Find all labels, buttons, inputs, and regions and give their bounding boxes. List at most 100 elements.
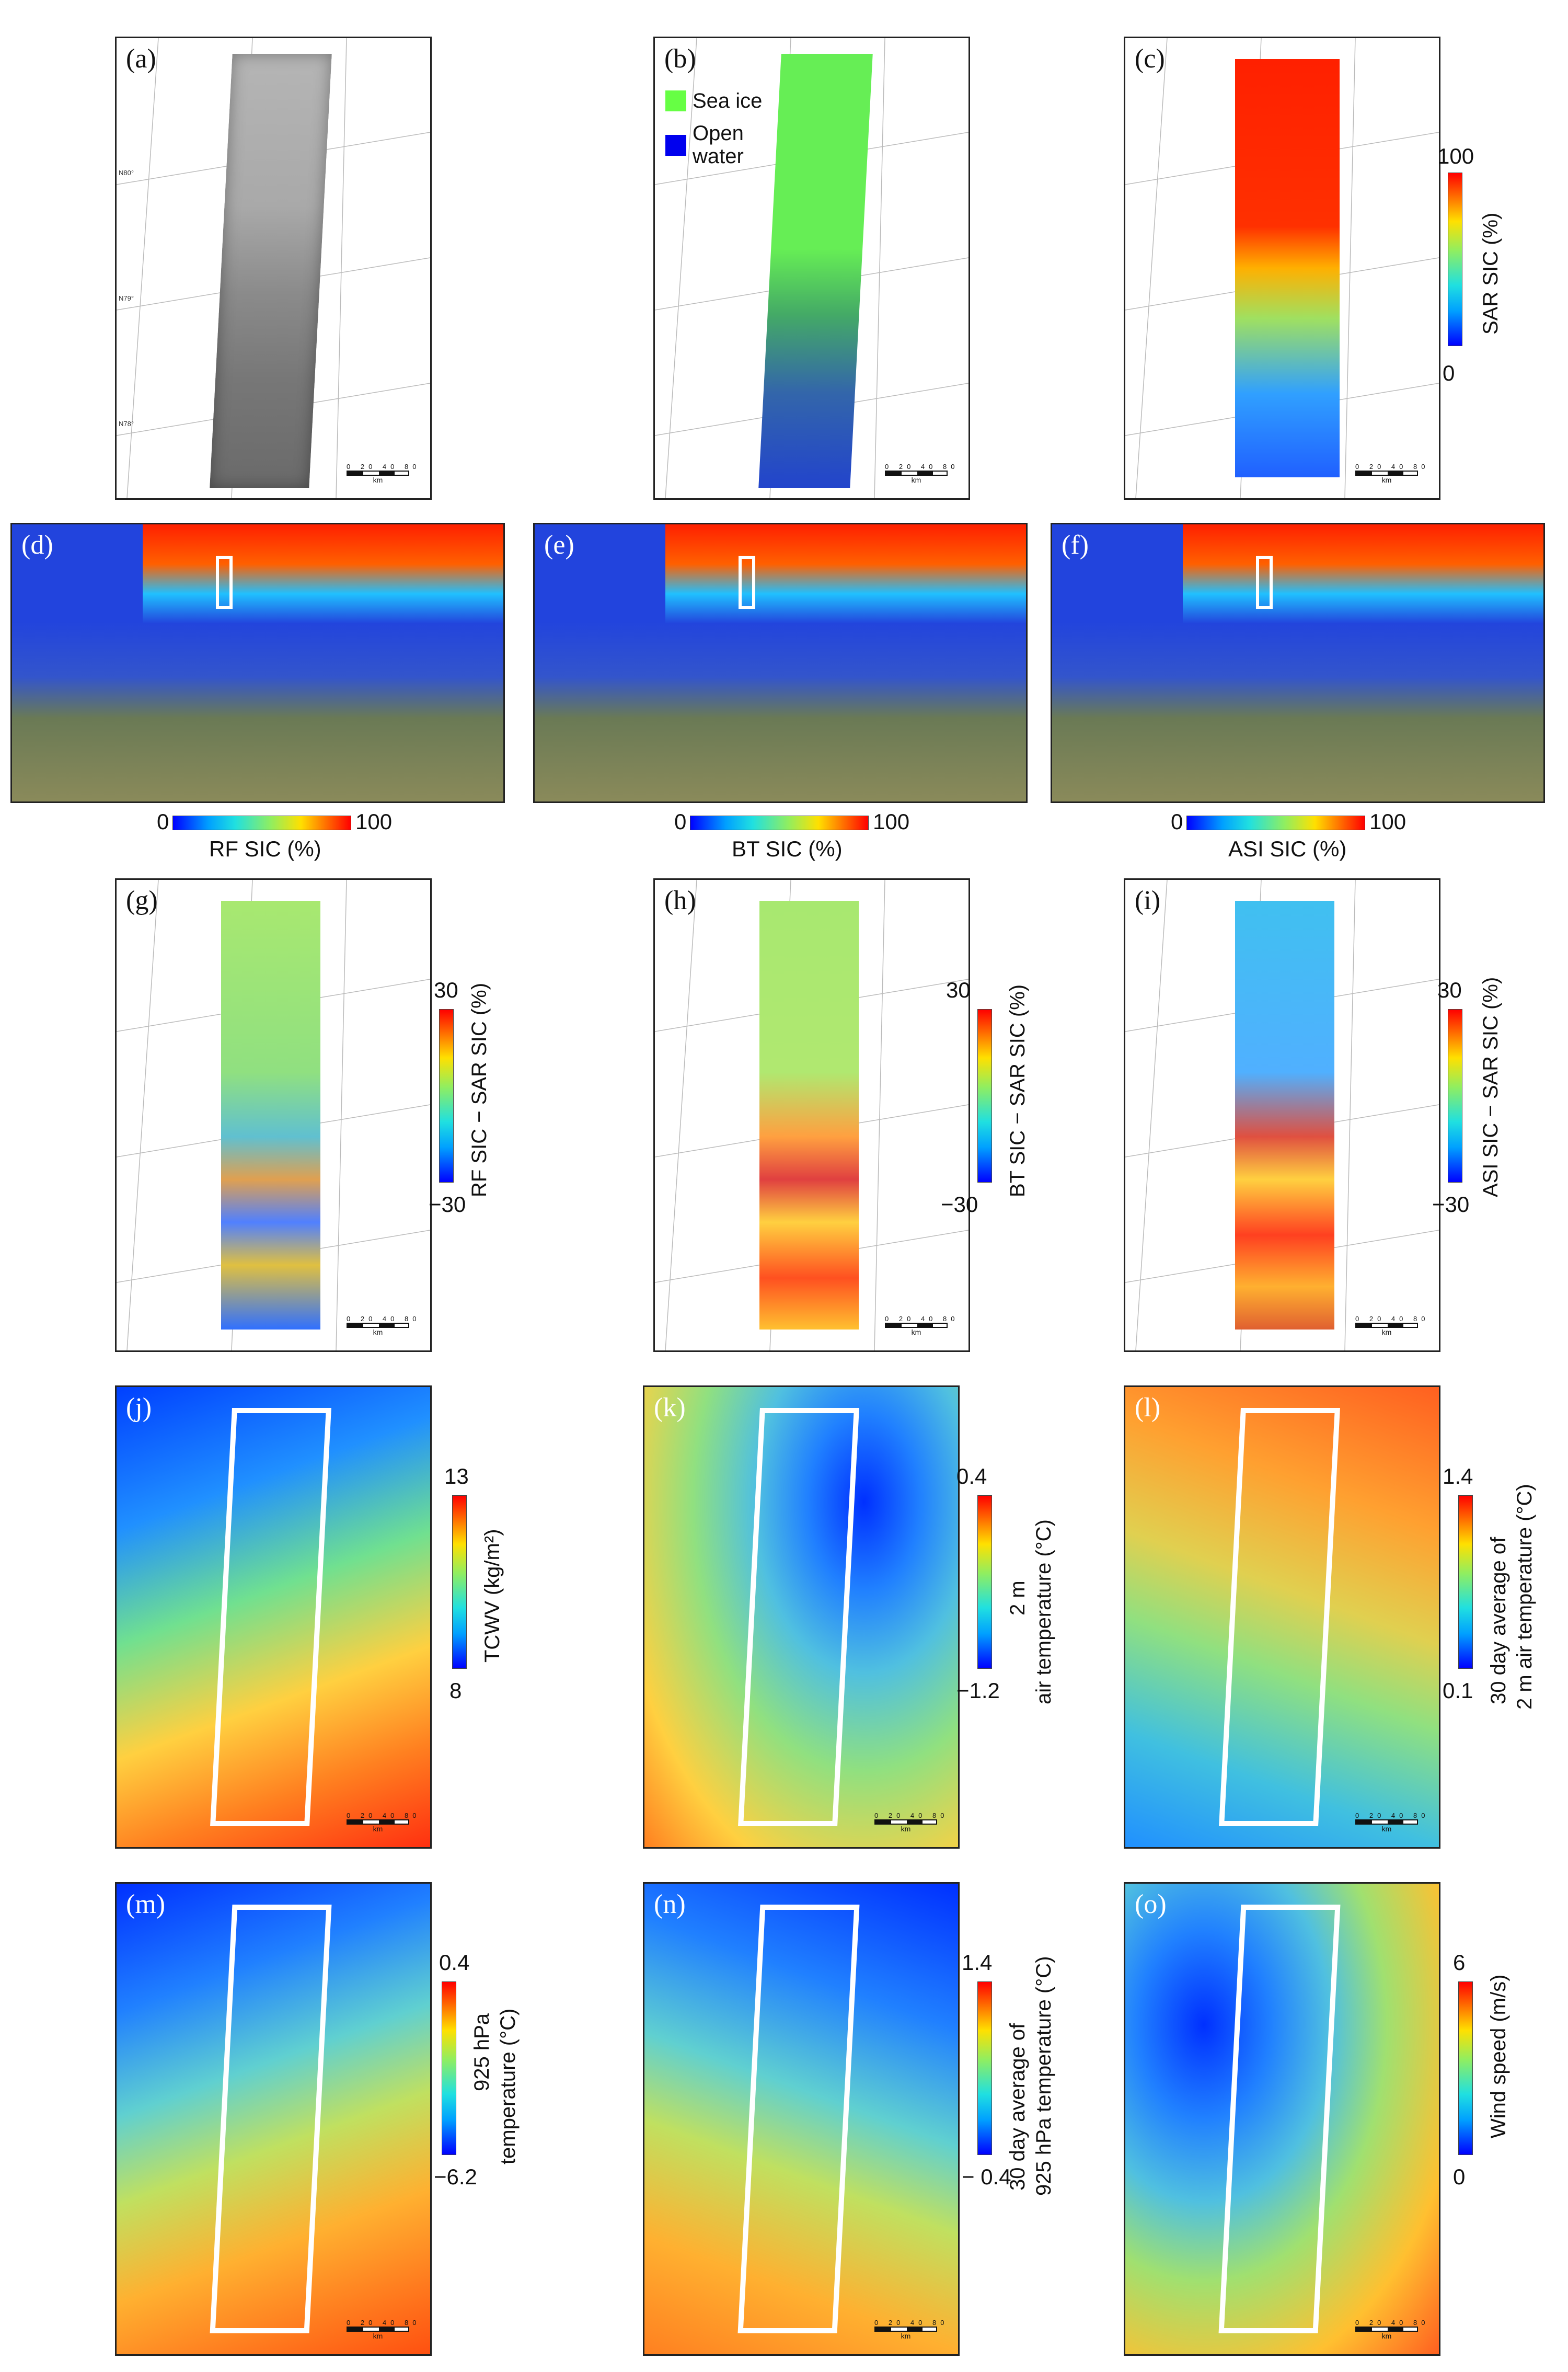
scale-bar-k: 0 20 40 80 km — [874, 1812, 949, 1833]
panel-label-o: (o) — [1135, 1889, 1167, 1919]
colorbar-g-max: 30 — [434, 978, 458, 1002]
study-box-d — [216, 556, 233, 609]
scale-bar-i: 0 20 40 80 km — [1355, 1315, 1425, 1336]
panel-label-k: (k) — [654, 1393, 686, 1423]
study-box-l — [1219, 1408, 1340, 1826]
panel-d: (d) — [10, 523, 505, 803]
scale-unit: km — [901, 1825, 911, 1833]
colorbar-k — [977, 1495, 992, 1669]
panel-g: (g) 0 20 40 80 km — [115, 878, 432, 1352]
scale-unit: km — [911, 476, 921, 484]
panel-k: (k) 0 20 40 80 km — [643, 1385, 960, 1849]
colorbar-h-min: −30 — [941, 1192, 978, 1217]
study-box-e — [739, 556, 755, 609]
colorbar-e — [690, 816, 869, 830]
colorbar-i-min: −30 — [1432, 1192, 1470, 1217]
scale-bar-l: 0 20 40 80 km — [1355, 1812, 1429, 1833]
panel-label-m: (m) — [126, 1889, 166, 1919]
panel-label-i: (i) — [1135, 886, 1161, 915]
colorbar-n-max: 1.4 — [962, 1950, 993, 1975]
lat-label: N79° — [119, 294, 134, 302]
bt-diff-map — [759, 901, 859, 1330]
colorbar-c-min: 0 — [1443, 361, 1455, 385]
colorbar-f — [1186, 816, 1365, 830]
scale-bar-graphic — [1355, 1819, 1418, 1825]
colorbar-m-title2: temperature (°C) — [497, 2008, 520, 2164]
panel-label-d: (d) — [21, 530, 53, 560]
colorbar-j — [452, 1495, 467, 1669]
scale-bar-graphic — [1355, 2327, 1418, 2332]
scale-unit: km — [373, 2332, 383, 2340]
scale-unit: km — [1381, 1328, 1392, 1336]
panel-o: (o) 0 20 40 80 km — [1124, 1882, 1440, 2356]
panel-h: (h) 0 20 40 80 km — [653, 878, 970, 1352]
panel-c: (c) 0 20 40 80 km — [1124, 37, 1440, 500]
classification-strip — [758, 54, 873, 488]
scale-bar-graphic — [1355, 1323, 1418, 1328]
colorbar-f-max: 100 — [1369, 809, 1406, 834]
colorbar-m-title1: 925 hPa — [470, 2013, 493, 2091]
legend-text-sea-ice: Sea ice — [693, 89, 763, 112]
sar-image-strip — [210, 54, 332, 488]
colorbar-n-title2: 925 hPa temperature (°C) — [1032, 1956, 1055, 2196]
colorbar-i-title: ASI SIC − SAR SIC (%) — [1479, 977, 1502, 1197]
scale-bar-b: 0 20 40 80 km — [885, 463, 954, 484]
scale-ticks: 0 20 40 80 — [874, 1812, 949, 1819]
colorbar-e-title: BT SIC (%) — [732, 836, 843, 861]
scale-ticks: 0 20 40 80 — [874, 2319, 949, 2327]
scale-bar-graphic — [885, 471, 948, 476]
study-box-n — [737, 1905, 860, 2333]
colorbar-m-max: 0.4 — [439, 1950, 470, 1975]
colorbar-m-min: −6.2 — [434, 2164, 477, 2189]
colorbar-k-title1: 2 m — [1006, 1580, 1029, 1615]
scale-unit: km — [901, 2332, 911, 2340]
colorbar-j-min: 8 — [449, 1678, 462, 1703]
colorbar-n — [977, 1981, 992, 2155]
colorbar-k-max: 0.4 — [956, 1464, 987, 1488]
sic-field-e — [665, 524, 1026, 624]
scale-ticks: 0 20 40 80 — [347, 1812, 421, 1819]
scale-ticks: 0 20 40 80 — [885, 1315, 959, 1323]
colorbar-g-min: −30 — [429, 1192, 466, 1217]
legend-swatch-sea-ice — [665, 90, 686, 111]
colorbar-o-min: 0 — [1453, 2164, 1466, 2189]
scale-bar-n: 0 20 40 80 km — [874, 2319, 949, 2340]
colorbar-d-min: 0 — [157, 809, 169, 834]
sic-field-f — [1183, 524, 1543, 624]
scale-unit: km — [373, 1328, 383, 1336]
scale-bar-j: 0 20 40 80 km — [347, 1812, 421, 1833]
scale-ticks: 0 20 40 80 — [347, 2319, 421, 2327]
panel-label-a: (a) — [126, 44, 156, 74]
colorbar-h — [977, 1009, 992, 1183]
scale-unit: km — [1381, 2332, 1392, 2340]
panel-m: (m) 0 20 40 80 km — [115, 1882, 432, 2356]
colorbar-l-max: 1.4 — [1443, 1464, 1473, 1488]
colorbar-k-min: −1.2 — [956, 1678, 1000, 1703]
panel-label-n: (n) — [654, 1889, 686, 1919]
colorbar-f-min: 0 — [1171, 809, 1183, 834]
scale-unit: km — [911, 1328, 921, 1336]
scale-ticks: 0 20 40 80 — [347, 463, 421, 471]
colorbar-k-title2: air temperature (°C) — [1032, 1519, 1055, 1704]
study-box-f — [1256, 556, 1273, 609]
scale-bar-h: 0 20 40 80 km — [885, 1315, 959, 1336]
panel-label-j: (j) — [126, 1393, 152, 1423]
colorbar-m — [442, 1981, 456, 2155]
colorbar-i-max: 30 — [1437, 978, 1462, 1002]
study-box-k — [738, 1408, 859, 1826]
panel-label-h: (h) — [664, 886, 696, 915]
scale-ticks: 0 20 40 80 — [347, 1315, 421, 1323]
scale-ticks: 0 20 40 80 — [1355, 1812, 1429, 1819]
colorbar-h-title: BT SIC − SAR SIC (%) — [1006, 984, 1029, 1197]
panel-l: (l) 0 20 40 80 km — [1124, 1385, 1440, 1849]
colorbar-g — [439, 1009, 454, 1183]
scale-bar-graphic — [874, 2327, 937, 2332]
colorbar-l-title1: 30 day average of — [1487, 1537, 1510, 1704]
scale-bar-graphic — [874, 1819, 937, 1825]
colorbar-d-title: RF SIC (%) — [209, 836, 321, 861]
colorbar-e-max: 100 — [873, 809, 910, 834]
scale-bar-o: 0 20 40 80 km — [1355, 2319, 1425, 2340]
panel-i: (i) 0 20 40 80 km — [1124, 878, 1440, 1352]
colorbar-c-title: SAR SIC (%) — [1479, 212, 1502, 335]
scale-bar-graphic — [347, 1819, 409, 1825]
